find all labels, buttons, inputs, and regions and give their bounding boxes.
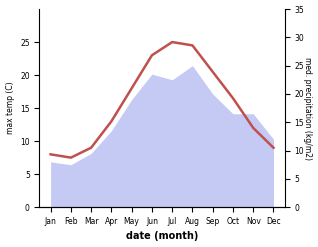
Y-axis label: max temp (C): max temp (C) [5,82,15,134]
X-axis label: date (month): date (month) [126,231,198,242]
Y-axis label: med. precipitation (kg/m2): med. precipitation (kg/m2) [303,57,313,160]
